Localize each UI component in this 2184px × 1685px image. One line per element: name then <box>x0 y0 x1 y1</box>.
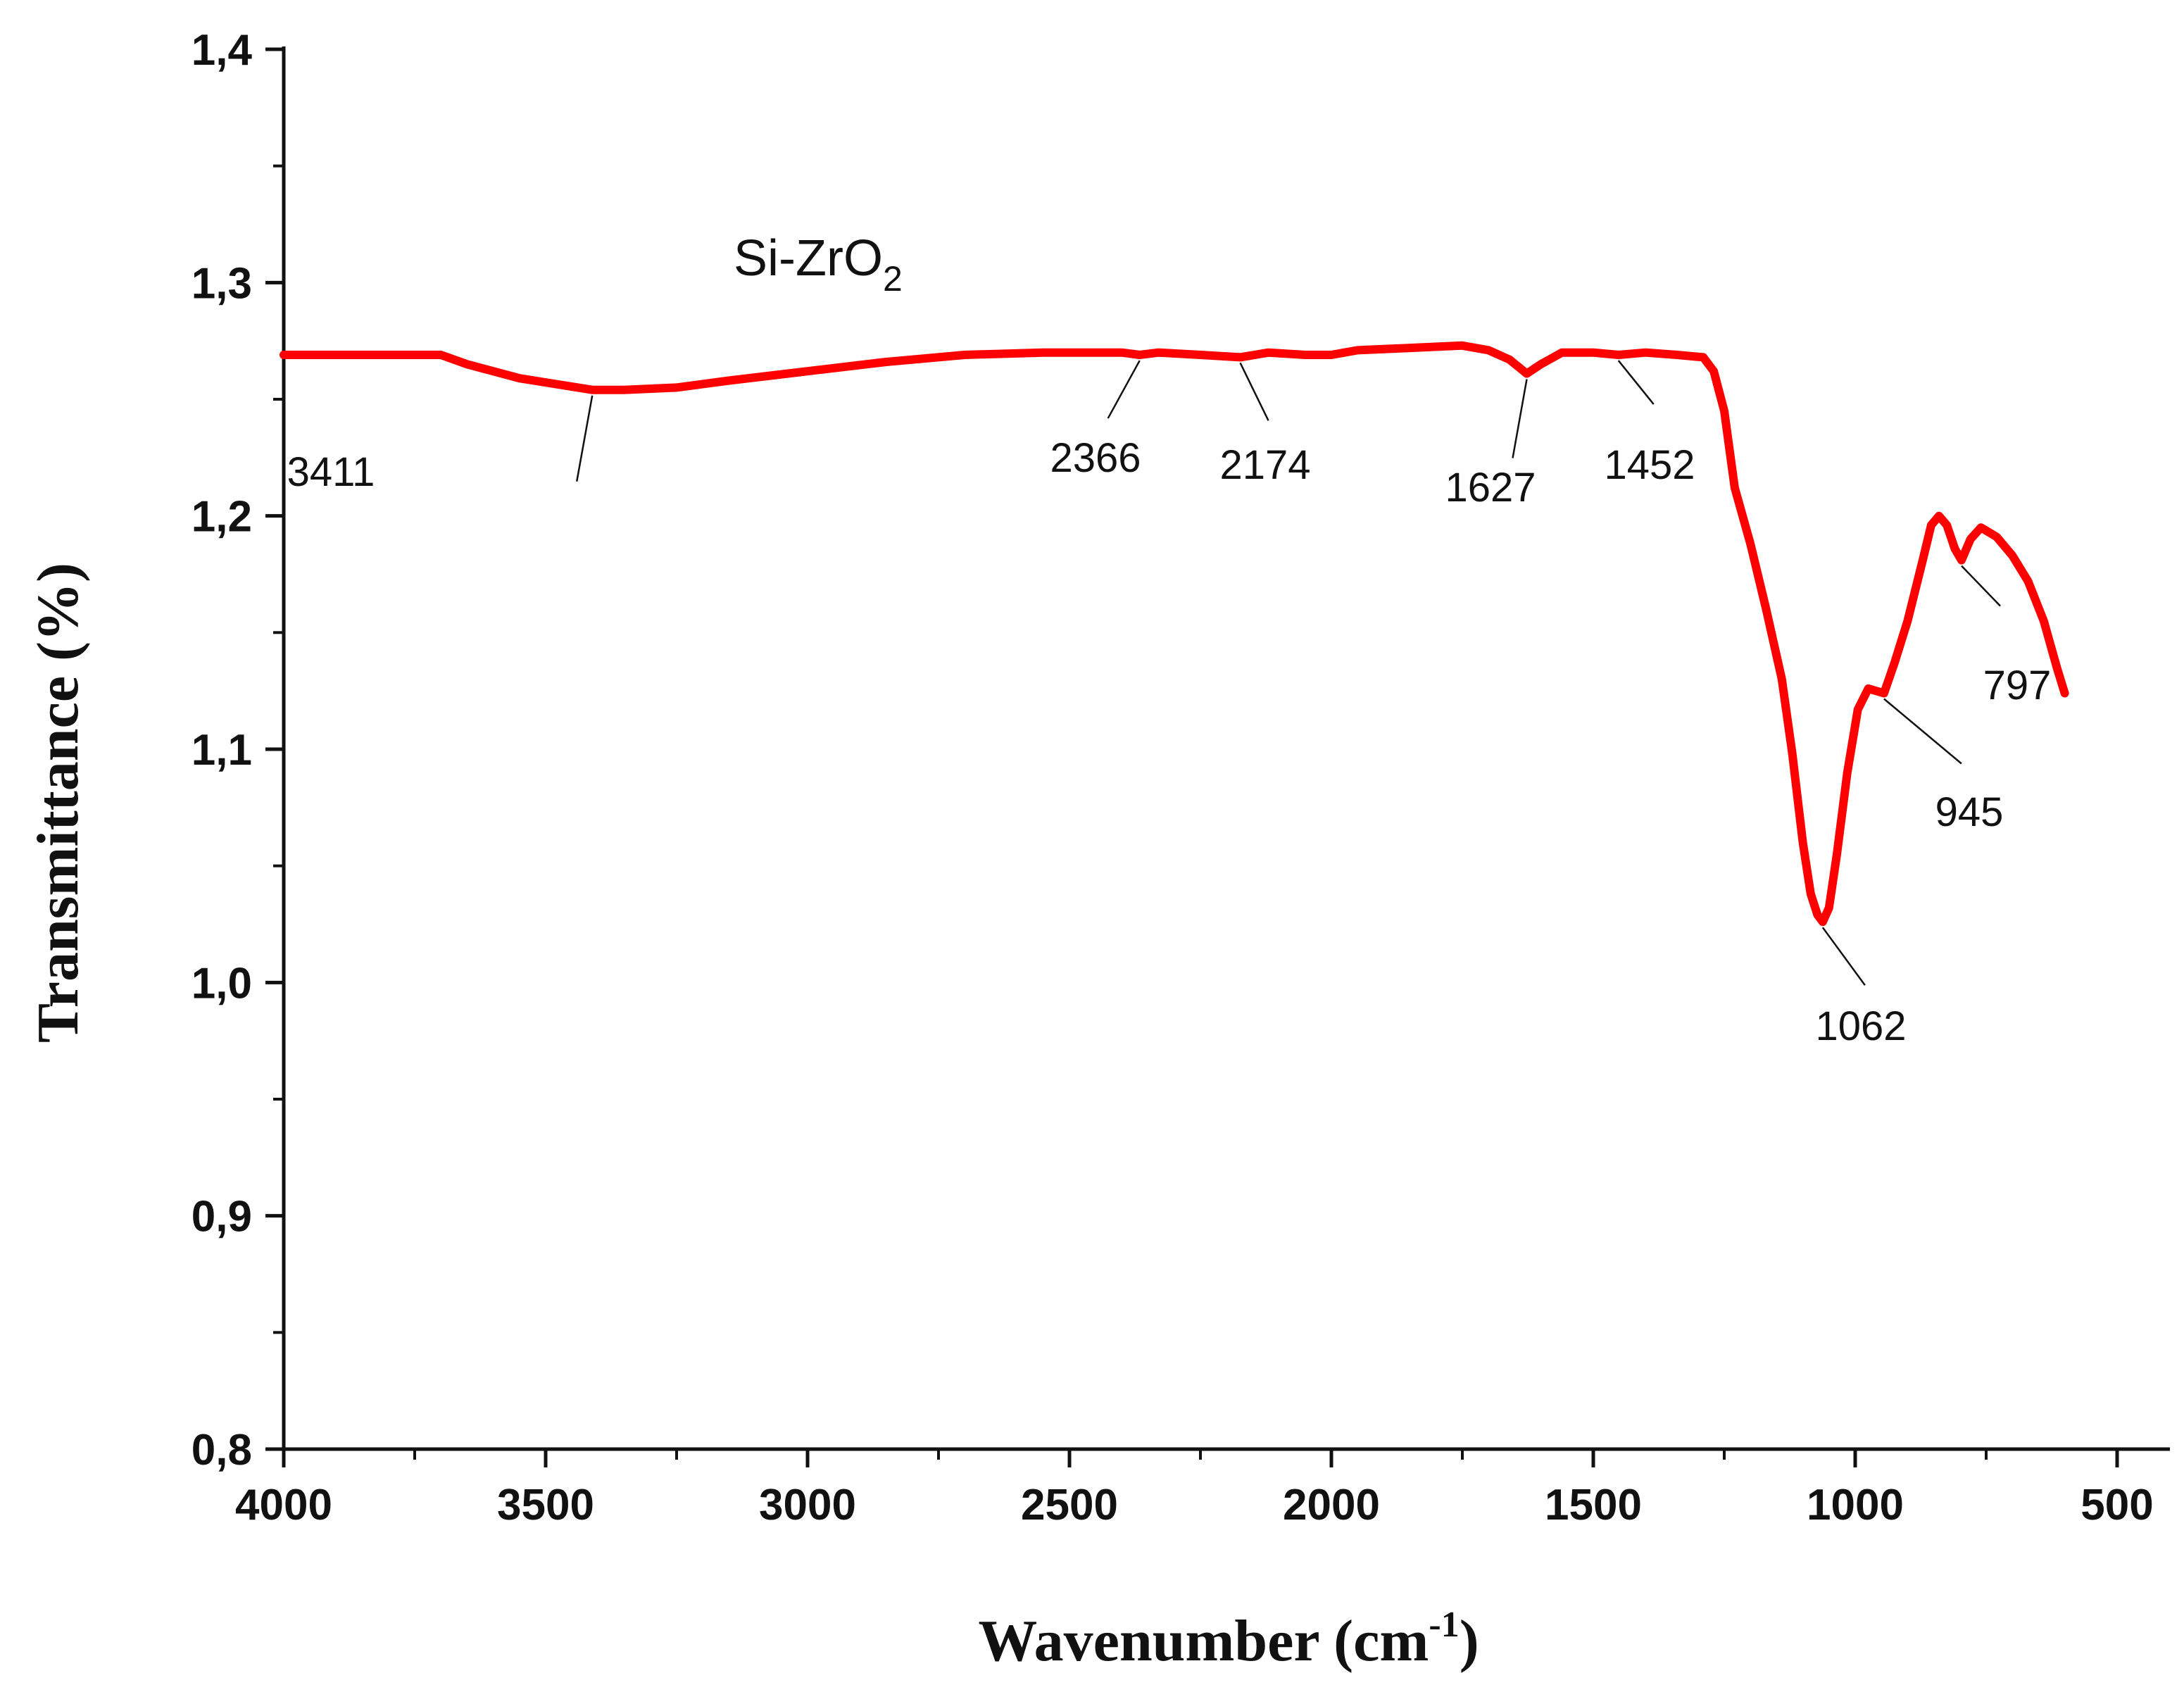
annotation-label: 945 <box>1935 789 2004 835</box>
y-tick-label: 1,1 <box>192 726 252 775</box>
y-tick-label: 0,8 <box>192 1426 252 1474</box>
annotation-leader <box>1617 360 1655 405</box>
x-axis-title: Wavenumber (cm-1) <box>978 1605 1479 1674</box>
annotation-label: 1627 <box>1445 465 1536 510</box>
x-ticks: 4000 3500 3000 2500 2000 1500 1000 500 <box>235 1449 2154 1529</box>
x-tick-label: 2000 <box>1283 1481 1380 1529</box>
annotation-label: 1452 <box>1604 442 1695 488</box>
series-line <box>280 341 2069 927</box>
x-axis-title-superscript: -1 <box>1429 1605 1459 1645</box>
y-ticks: 0,8 0,9 1,0 1,1 1,2 1,3 1,4 <box>192 26 284 1474</box>
x-tick-label: 3000 <box>759 1481 856 1529</box>
annotation-leader <box>1883 698 1962 765</box>
x-tick-label: 500 <box>2081 1481 2153 1529</box>
y-tick-label: 1,3 <box>192 259 252 308</box>
annotation-leader <box>1512 379 1528 458</box>
annotations: 3411 2366 2174 1627 1452 1062 945 797 <box>287 360 2052 1049</box>
annotation-leader <box>1239 362 1269 421</box>
annotation-leader <box>575 395 594 482</box>
annotation-label: 797 <box>1983 663 2052 708</box>
x-tick-label: 4000 <box>235 1481 332 1529</box>
annotation-label: 3411 <box>287 449 375 495</box>
y-tick-label: 0,9 <box>192 1193 252 1241</box>
annotation-leader <box>1107 360 1141 419</box>
y-axis-title: Transmittance (%) <box>25 563 91 1043</box>
annotation-label: 2174 <box>1219 442 1310 488</box>
x-tick-label: 2500 <box>1021 1481 1118 1529</box>
y-tick-label: 1,2 <box>192 493 252 541</box>
x-tick-label: 1000 <box>1807 1481 1904 1529</box>
x-axis-title-main: Wavenumber (cm <box>978 1608 1429 1674</box>
y-tick-label: 1,4 <box>192 26 253 75</box>
axes <box>282 46 2170 1451</box>
y-tick-label: 1,0 <box>192 959 252 1008</box>
x-axis-title-end: ) <box>1460 1608 1479 1674</box>
x-tick-label: 1500 <box>1545 1481 1642 1529</box>
series-name-subscript: 2 <box>883 259 903 299</box>
series-name-main: Si-ZrO <box>734 230 883 287</box>
annotation-label: 1062 <box>1815 1003 1906 1049</box>
annotation-label: 2366 <box>1050 435 1141 481</box>
x-tick-label: 3500 <box>497 1481 594 1529</box>
annotation-leader <box>1961 565 2001 607</box>
annotation-leader <box>1821 927 1866 986</box>
series-name-label: Si-ZrO2 <box>734 230 903 299</box>
